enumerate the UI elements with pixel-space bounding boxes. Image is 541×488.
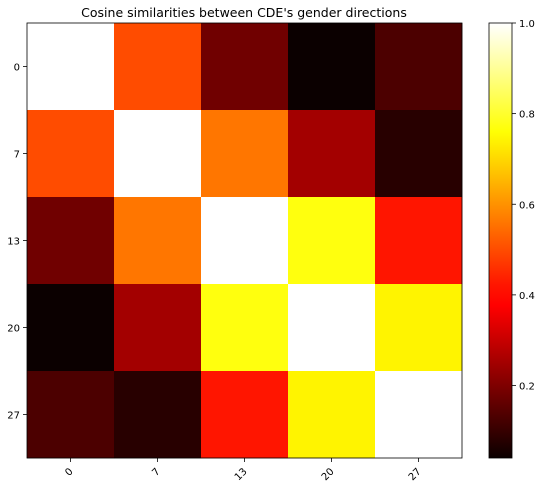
- x-tick-label: 27: [407, 466, 424, 483]
- heatmap-cell: [27, 197, 115, 285]
- colorbar-tick-label: 1.0: [519, 19, 535, 30]
- heatmap-cell: [288, 284, 376, 372]
- heatmap-cell: [27, 371, 115, 459]
- chart-title: Cosine similarities between CDE's gender…: [81, 5, 407, 20]
- heatmap-cells: [27, 23, 463, 459]
- heatmap-cell: [201, 110, 289, 198]
- colorbar-tick-label: 0.4: [519, 291, 535, 302]
- heatmap-cell: [375, 110, 463, 198]
- x-tick-label: 13: [233, 466, 250, 483]
- x-tick-label: 20: [320, 466, 337, 483]
- y-tick-label: 27: [7, 411, 20, 422]
- heatmap-cell: [27, 23, 115, 111]
- y-tick-label: 20: [7, 324, 20, 335]
- heatmap-cell: [114, 110, 202, 198]
- heatmap-cell: [288, 371, 376, 459]
- heatmap-cell: [114, 23, 202, 111]
- heatmap-cell: [375, 371, 463, 459]
- y-axis: 0 7 13 20 27: [7, 63, 27, 422]
- heatmap-cell: [288, 23, 376, 111]
- heatmap-cell: [201, 23, 289, 111]
- y-tick-label: 0: [14, 63, 20, 74]
- heatmap-cell: [288, 197, 376, 285]
- x-tick-label: 0: [63, 466, 75, 478]
- y-tick-label: 7: [14, 150, 20, 161]
- heatmap-cell: [201, 371, 289, 459]
- x-tick-label: 7: [150, 466, 162, 478]
- heatmap-cell: [27, 110, 115, 198]
- colorbar-gradient: [489, 23, 512, 458]
- heatmap-cell: [375, 23, 463, 111]
- colorbar-tick-label: 0.2: [519, 382, 535, 393]
- heatmap-cell: [114, 371, 202, 459]
- colorbar-frame: [488, 22, 513, 459]
- y-tick-label: 13: [7, 237, 20, 248]
- heatmap-cell: [114, 284, 202, 372]
- colorbar-tick-label: 0.6: [519, 200, 535, 211]
- heatmap-cell: [201, 197, 289, 285]
- heatmap-cell: [201, 284, 289, 372]
- x-axis: 0 7 13 20 27: [63, 458, 424, 483]
- heatmap-cell: [114, 197, 202, 285]
- heatmap-cell: [375, 197, 463, 285]
- colorbar: 0.2 0.4 0.6 0.8 1.0: [488, 19, 535, 459]
- heatmap-cell: [288, 110, 376, 198]
- heatmap-cell: [375, 284, 463, 372]
- heatmap-cell: [27, 284, 115, 372]
- colorbar-tick-label: 0.8: [519, 110, 535, 121]
